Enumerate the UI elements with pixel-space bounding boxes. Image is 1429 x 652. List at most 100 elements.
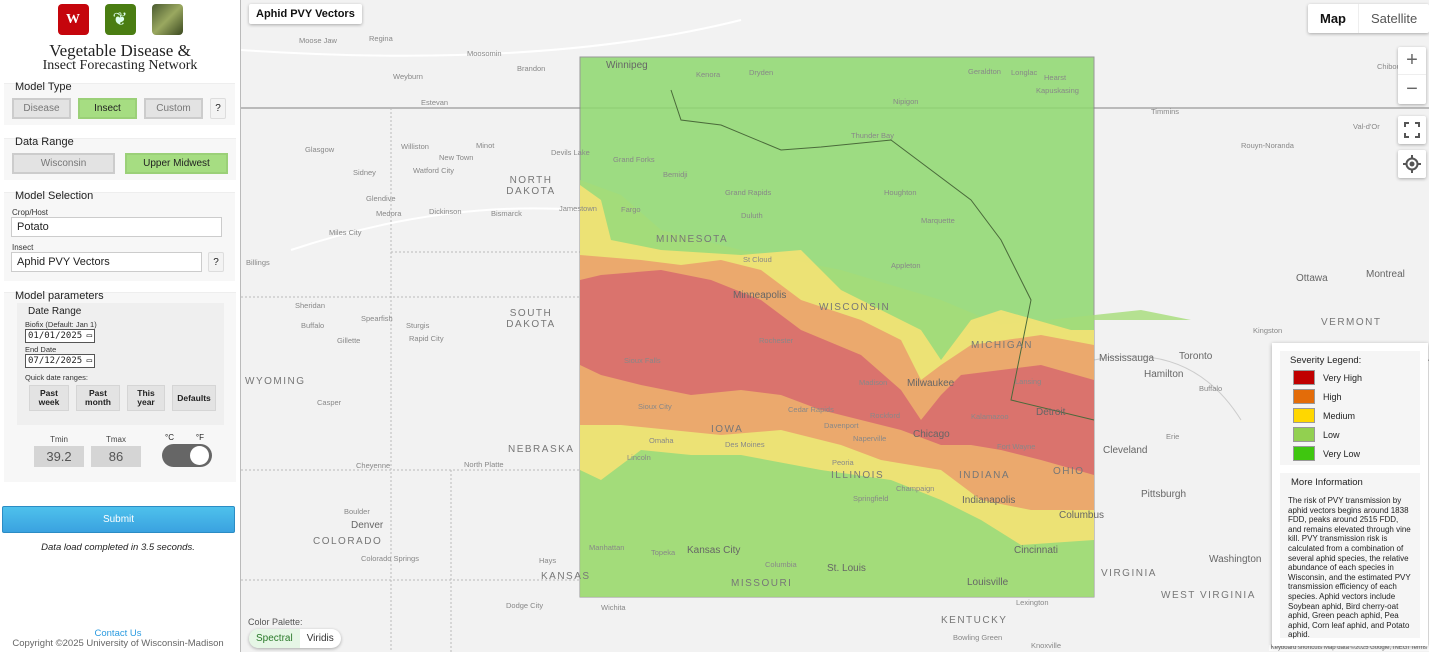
map-city-label: Montreal <box>1366 269 1405 280</box>
map-city-label: Timmins <box>1151 107 1180 116</box>
tmin-input[interactable]: 39.2 <box>34 446 84 467</box>
map-type-map-button[interactable]: Map <box>1320 11 1346 26</box>
unit-toggle[interactable] <box>162 444 212 467</box>
map-city-label: Sidney <box>353 168 376 177</box>
zoom-in-button[interactable]: + <box>1398 47 1426 75</box>
legend-item: Low <box>1293 427 1420 442</box>
zoom-out-button[interactable]: − <box>1406 77 1418 100</box>
map-city-label: Thunder Bay <box>851 131 894 140</box>
map-city-label: Topeka <box>651 548 676 557</box>
site-subtitle: Insect Forecasting Network <box>42 58 198 73</box>
insect-button[interactable]: Insect <box>78 98 137 119</box>
legend-label: Medium <box>1323 410 1356 421</box>
map-city-label: Rouyn-Noranda <box>1241 141 1294 150</box>
section-label: Data Range <box>15 136 74 148</box>
map-city-label: Fort Wayne <box>997 442 1036 451</box>
map-city-label: Lansing <box>1015 377 1042 386</box>
map-attribution[interactable]: Keyboard shortcuts Map data ©2025 Google… <box>1268 645 1429 651</box>
past-week-button[interactable]: Past week <box>29 385 69 411</box>
submit-button[interactable]: Submit <box>2 506 235 533</box>
defaults-button[interactable]: Defaults <box>172 385 216 411</box>
tmax-label: Tmax <box>106 435 126 444</box>
upper-midwest-button[interactable]: Upper Midwest <box>125 153 228 174</box>
map-city-label: Boulder <box>344 507 370 516</box>
map-city-label: Geraldton <box>968 67 1001 76</box>
palette-spectral-button[interactable]: Spectral <box>249 629 300 648</box>
map-city-label: Glasgow <box>305 145 335 154</box>
legend-label: Low <box>1323 429 1340 440</box>
map-type-satellite-button[interactable]: Satellite <box>1358 4 1429 33</box>
map-city-label: Lexington <box>1016 598 1049 607</box>
palette-viridis-button[interactable]: Viridis <box>306 633 334 644</box>
legend-swatch <box>1293 427 1315 442</box>
insect-label: Insect <box>12 243 34 252</box>
map-city-label: Williston <box>401 142 429 151</box>
map-city-label: Grand Rapids <box>725 188 772 197</box>
section-label: Model Type <box>15 81 72 93</box>
map-city-label: Louisville <box>967 577 1009 588</box>
map-city-label: Longlac <box>1011 68 1038 77</box>
map-city-label: Moosomin <box>467 49 502 58</box>
map-city-label: Milwaukee <box>907 378 955 389</box>
map[interactable]: Winnipeg Regina Brandon Estevan Moose Jaw Wey… <box>241 0 1429 652</box>
map-city-label: Regina <box>369 34 393 43</box>
map-state-label: OHIO <box>1053 466 1085 477</box>
map-city-label: Grand Forks <box>613 155 655 164</box>
map-state-label: NEBRASKA <box>508 444 575 455</box>
map-city-label: Bowling Green <box>953 633 1003 642</box>
legend-item: Medium <box>1293 408 1420 423</box>
insect-select[interactable]: Aphid PVY Vectors <box>11 252 202 272</box>
map-city-label: Gillette <box>337 336 361 345</box>
crop-select[interactable]: Potato <box>11 217 222 237</box>
map-city-label: Sturgis <box>406 321 430 330</box>
section-label: Model Selection <box>15 190 94 202</box>
map-state-label: KANSAS <box>541 571 591 582</box>
map-city-label: Ottawa <box>1296 273 1328 284</box>
map-state-label: SOUTH DAKOTA <box>506 308 556 330</box>
map-city-label: Indianapolis <box>962 495 1016 506</box>
past-month-button[interactable]: Past month <box>76 385 120 411</box>
zoom-control: + − <box>1398 47 1426 104</box>
biofix-label: Biofix (Default: Jan 1) <box>25 320 97 329</box>
legend-label: Very High <box>1323 372 1363 383</box>
map-city-label: Casper <box>317 398 342 407</box>
insect-logo[interactable] <box>151 4 183 35</box>
biofix-date-input[interactable]: 01/01/2025 ▭ <box>25 329 95 343</box>
map-city-label: Dodge City <box>506 601 544 610</box>
model-type-help-button[interactable]: ? <box>210 98 226 119</box>
fullscreen-icon[interactable] <box>1398 116 1426 144</box>
end-date-input[interactable]: 07/12/2025 ▭ <box>25 354 95 368</box>
legend-item: High <box>1293 389 1420 404</box>
map-city-label: Moose Jaw <box>299 36 337 45</box>
map-state-label: VERMONT <box>1321 317 1382 328</box>
leaf-logo[interactable]: ❦ <box>104 4 136 35</box>
insect-help-button[interactable]: ? <box>208 252 224 272</box>
contact-link[interactable]: Contact Us <box>94 628 142 639</box>
map-city-label: Cincinnati <box>1014 545 1058 556</box>
map-city-label: Dryden <box>749 68 774 77</box>
map-state-label: WISCONSIN <box>819 302 891 313</box>
this-year-button[interactable]: This year <box>127 385 165 411</box>
my-location-icon[interactable] <box>1398 150 1426 178</box>
tmax-input[interactable]: 86 <box>91 446 141 467</box>
map-city-label: Champaign <box>896 484 935 493</box>
wisconsin-button[interactable]: Wisconsin <box>12 153 115 174</box>
map-city-label: Hays <box>539 556 557 565</box>
quick-ranges-label: Quick date ranges: <box>25 373 88 382</box>
custom-button[interactable]: Custom <box>144 98 203 119</box>
map-city-label: Nipigon <box>893 97 919 106</box>
map-state-label: NORTH DAKOTA <box>506 175 556 197</box>
copyright: Copyright ©2025 University of Wisconsin-… <box>12 638 224 649</box>
map-city-label: Kenora <box>696 70 721 79</box>
legend-swatch <box>1293 389 1315 404</box>
calendar-icon[interactable]: ▭ <box>86 356 92 366</box>
info-title: More Information <box>1291 477 1363 488</box>
uw-logo[interactable]: W <box>57 4 89 35</box>
map-city-label: Lincoln <box>627 453 651 462</box>
tmin-label: Tmin <box>50 435 68 444</box>
map-city-label: Medora <box>376 209 402 218</box>
map-state-label: MINNESOTA <box>656 234 729 245</box>
calendar-icon[interactable]: ▭ <box>86 331 92 341</box>
disease-button[interactable]: Disease <box>12 98 71 119</box>
map-type-control: Map Satellite <box>1308 4 1429 33</box>
